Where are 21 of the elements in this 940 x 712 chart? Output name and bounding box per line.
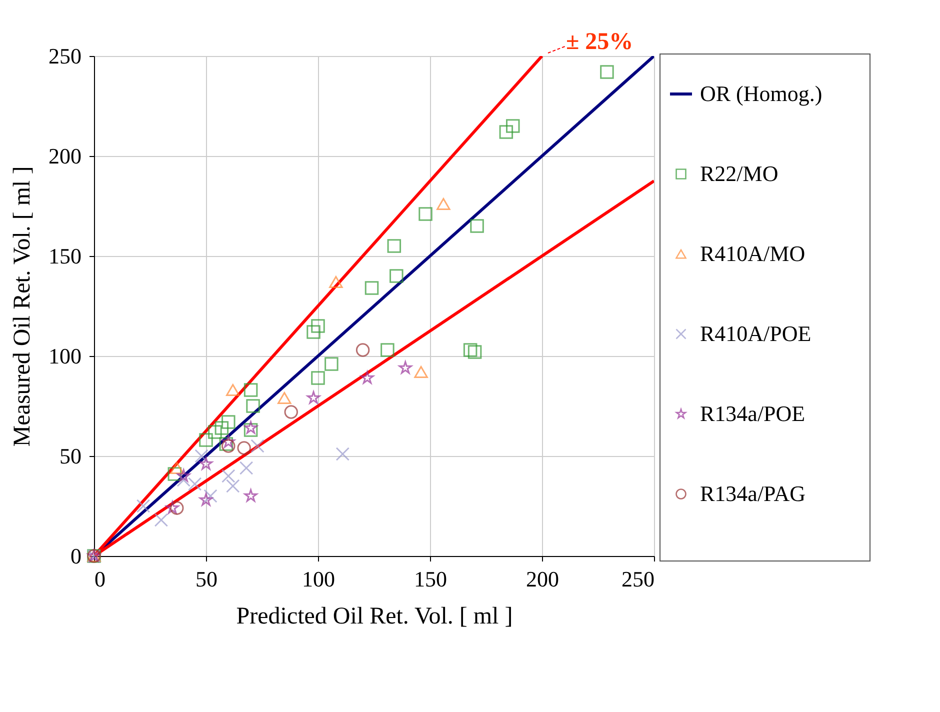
y-tick-label: 0 xyxy=(70,544,82,568)
legend-label: R22/MO xyxy=(700,161,778,186)
legend-label: OR (Homog.) xyxy=(700,81,822,106)
y-tick-label: 250 xyxy=(48,44,82,68)
x-tick-label: 250 xyxy=(622,566,654,592)
x-tick-label: 150 xyxy=(414,566,447,592)
legend-label: R410A/POE xyxy=(700,321,812,346)
y-tick-label: 150 xyxy=(48,244,82,268)
x-axis-title: Predicted Oil Ret. Vol. [ ml ] xyxy=(236,604,513,630)
y-tick-label: 200 xyxy=(48,144,82,168)
y-tick-label: 50 xyxy=(60,444,82,468)
annotation: ± 25% xyxy=(566,29,634,55)
y-axis-title: Measured Oil Ret. Vol. [ ml ] xyxy=(10,166,36,447)
legend-label: R134a/PAG xyxy=(700,481,806,506)
legend-label: R410A/MO xyxy=(700,241,806,266)
x-tick-label: 200 xyxy=(526,566,559,592)
legend-label: R134a/POE xyxy=(700,401,806,426)
y-tick-label: 100 xyxy=(48,344,82,368)
x-tick-label: 50 xyxy=(196,566,218,592)
x-tick-label: 100 xyxy=(302,566,335,592)
x-tick-label: 0 xyxy=(94,566,106,592)
